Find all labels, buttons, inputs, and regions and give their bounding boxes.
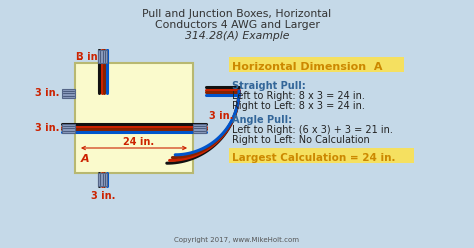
Text: 3 in.: 3 in. [209, 111, 233, 121]
Text: Copyright 2017, www.MikeHolt.com: Copyright 2017, www.MikeHolt.com [174, 237, 300, 243]
Bar [99, 173, 108, 186]
Text: 3 in.: 3 in. [91, 191, 115, 201]
Text: Horizontal Dimension  A: Horizontal Dimension A [232, 62, 383, 72]
Text: 314.28(A) Example: 314.28(A) Example [185, 31, 289, 41]
Text: Right to Left: No Calculation: Right to Left: No Calculation [232, 135, 370, 145]
Text: 24 in.: 24 in. [123, 137, 155, 147]
Bar [229, 148, 414, 163]
Bar [193, 124, 206, 132]
Text: Angle Pull:: Angle Pull: [232, 115, 292, 125]
Text: 3 in.: 3 in. [35, 123, 59, 133]
Text: L: L [75, 52, 81, 62]
Text: Conductors 4 AWG and Larger: Conductors 4 AWG and Larger [155, 20, 319, 30]
Text: Largest Calculation = 24 in.: Largest Calculation = 24 in. [232, 153, 395, 163]
Bar [62, 124, 75, 132]
Text: 3 in.: 3 in. [77, 52, 101, 62]
Text: Left to Right: (6 x 3) + 3 = 21 in.: Left to Right: (6 x 3) + 3 = 21 in. [232, 125, 393, 135]
Bar [62, 89, 75, 97]
Text: Right to Left: 8 x 3 = 24 in.: Right to Left: 8 x 3 = 24 in. [232, 101, 365, 111]
Text: Pull and Junction Boxes, Horizontal: Pull and Junction Boxes, Horizontal [143, 9, 331, 19]
Text: Straight Pull:: Straight Pull: [232, 81, 306, 91]
Text: A: A [81, 154, 89, 164]
Bar [75, 63, 193, 173]
Text: Left to Right: 8 x 3 = 24 in.: Left to Right: 8 x 3 = 24 in. [232, 91, 365, 101]
Bar [99, 50, 108, 63]
Text: 3 in.: 3 in. [35, 88, 59, 98]
Bar [229, 57, 404, 72]
